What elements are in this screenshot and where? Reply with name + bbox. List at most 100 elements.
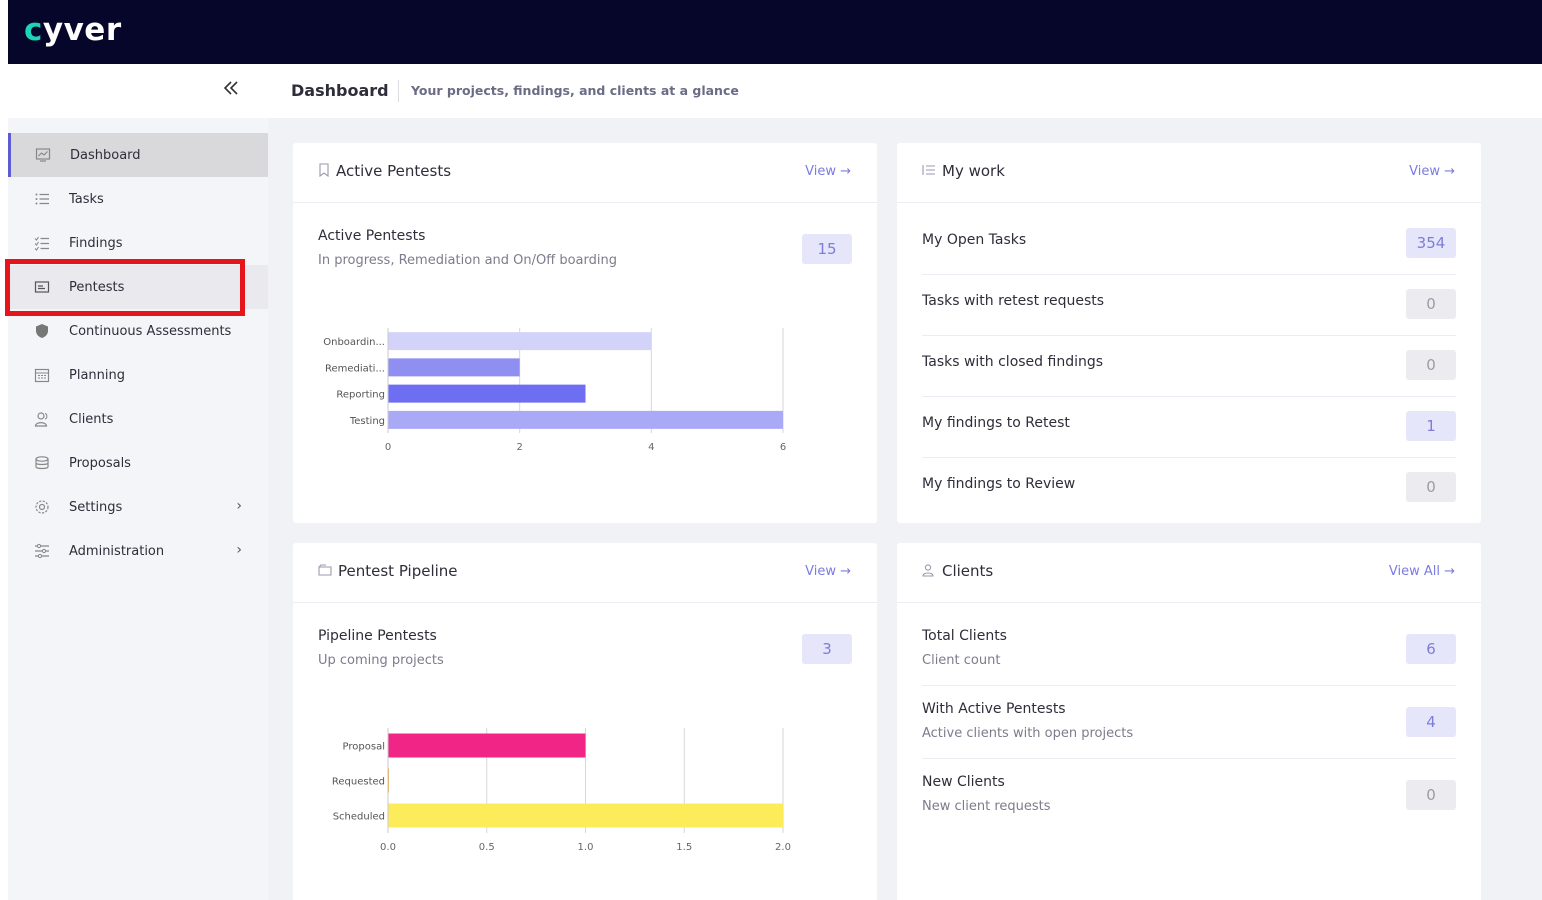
count-badge: 0 (1406, 780, 1456, 810)
sidebar-item-label: Proposals (69, 455, 131, 471)
chart-line-icon (35, 147, 51, 163)
chart-bar (388, 803, 783, 828)
chart-bar (388, 733, 586, 758)
my-work-row[interactable]: Tasks with closed findings (922, 354, 1104, 370)
folder-icon (318, 563, 332, 579)
card-title: Pentest Pipeline (318, 562, 458, 580)
chart-bar (388, 332, 652, 351)
chart-bar (388, 384, 586, 403)
row-divider (922, 396, 1456, 397)
tick-label: 6 (780, 442, 786, 453)
page-subtitle: Your projects, findings, and clients at … (411, 83, 739, 98)
count-badge: 1 (1406, 411, 1456, 441)
row-divider (922, 274, 1456, 275)
sidebar-item-settings[interactable]: Settings › (8, 485, 268, 529)
count-badge: 4 (1406, 707, 1456, 737)
card-title-text: Clients (942, 562, 994, 580)
sidebar-item-label: Pentests (69, 279, 125, 295)
view-my-work-link[interactable]: View → (1409, 164, 1455, 179)
sidebar: Dashboard Tasks Findings Pentests Contin… (8, 118, 268, 900)
my-work-row[interactable]: My findings to Retest (922, 415, 1070, 431)
sidebar-item-clients[interactable]: Clients (8, 397, 268, 441)
row-divider (922, 685, 1456, 686)
row-subtitle: In progress, Remediation and On/Off boar… (318, 253, 617, 268)
clients-row-title[interactable]: With Active Pentests (922, 701, 1066, 717)
card-title: Active Pentests (318, 162, 451, 180)
sidebar-item-findings[interactable]: Findings (8, 221, 268, 265)
count-badge: 0 (1406, 472, 1456, 502)
card-title-text: Pentest Pipeline (338, 562, 458, 580)
tick-label: 4 (648, 442, 654, 453)
sidebar-item-tasks[interactable]: Tasks (8, 177, 268, 221)
sidebar-item-label: Administration (69, 543, 165, 559)
app-logo[interactable]: cyver (24, 12, 122, 48)
category-label: Requested (332, 777, 385, 788)
tick-label: 1.0 (578, 842, 594, 853)
my-work-card: My work View → My Open Tasks 354 Tasks w… (897, 143, 1481, 523)
row-divider (922, 457, 1456, 458)
card-header: Clients View All → (897, 543, 1481, 603)
clients-row-subtitle: New client requests (922, 799, 1051, 814)
card-header: Pentest Pipeline View → (293, 543, 877, 603)
title-divider (398, 80, 399, 102)
sliders-icon (34, 543, 50, 559)
count-badge: 6 (1406, 634, 1456, 664)
page-title: Dashboard (291, 81, 389, 100)
sidebar-item-label: Settings (69, 499, 123, 515)
active-pentests-card: Active Pentests View → Active Pentests I… (293, 143, 877, 523)
sidebar-item-label: Dashboard (70, 147, 141, 163)
chevron-right-icon: › (236, 498, 242, 514)
logo-text: yver (42, 12, 122, 48)
sidebar-item-dashboard[interactable]: Dashboard (8, 133, 268, 177)
my-work-row[interactable]: My findings to Review (922, 476, 1076, 492)
count-badge: 354 (1406, 228, 1456, 258)
count-badge: 3 (802, 634, 852, 664)
clients-row-subtitle: Active clients with open projects (922, 726, 1134, 741)
view-active-pentests-link[interactable]: View → (805, 164, 851, 179)
chart-bar (388, 358, 520, 377)
tick-label: 0 (385, 442, 391, 453)
sidebar-item-proposals[interactable]: Proposals (8, 441, 268, 485)
card-header: Active Pentests View → (293, 143, 877, 203)
card-title: Clients (922, 562, 993, 580)
pentest-pipeline-card: Pentest Pipeline View → Pipeline Pentest… (293, 543, 877, 900)
clients-row-title[interactable]: New Clients (922, 774, 1005, 790)
users-icon (34, 411, 50, 427)
clients-row-title[interactable]: Total Clients (922, 628, 1007, 644)
list-icon (922, 164, 936, 179)
calendar-icon (34, 367, 50, 383)
card-header: My work View → (897, 143, 1481, 203)
row-title: Pipeline Pentests (318, 628, 437, 644)
users-icon (922, 563, 936, 580)
category-label: Reporting (336, 390, 385, 401)
category-label: Proposal (343, 742, 385, 753)
pipeline-chart: 0.0 0.5 1.0 1.5 2.0 Proposal Requested Schedule… (332, 728, 791, 853)
tick-label: 1.5 (676, 842, 692, 853)
stack-icon (34, 455, 50, 471)
sidebar-item-label: Tasks (69, 191, 104, 207)
sidebar-item-pentests[interactable]: Pentests (8, 265, 268, 309)
sidebar-item-planning[interactable]: Planning (8, 353, 268, 397)
sidebar-item-label: Continuous Assessments (69, 323, 232, 339)
my-work-row[interactable]: My Open Tasks (922, 232, 1027, 248)
view-pipeline-link[interactable]: View → (805, 564, 851, 579)
category-label: Onboardin... (323, 337, 385, 348)
sidebar-item-label: Planning (69, 367, 125, 383)
tick-label: 2 (516, 442, 522, 453)
double-chevron-left-icon[interactable] (218, 78, 244, 104)
my-work-row[interactable]: Tasks with retest requests (922, 293, 1105, 309)
tick-label: 0.0 (380, 842, 396, 853)
left-edge (0, 64, 8, 900)
card-title-text: My work (942, 162, 1005, 180)
count-badge: 15 (802, 234, 852, 264)
checklist-icon (34, 235, 50, 251)
bookmark-icon (318, 162, 330, 180)
dashboard-content: Active Pentests View → Active Pentests I… (268, 118, 1542, 900)
row-divider (922, 758, 1456, 759)
view-all-clients-link[interactable]: View All → (1388, 564, 1455, 579)
sidebar-header (8, 64, 268, 118)
count-badge: 0 (1406, 350, 1456, 380)
sidebar-item-administration[interactable]: Administration › (8, 529, 268, 573)
row-title: Active Pentests (318, 228, 426, 244)
sidebar-item-continuous-assessments[interactable]: Continuous Assessments (8, 309, 268, 353)
